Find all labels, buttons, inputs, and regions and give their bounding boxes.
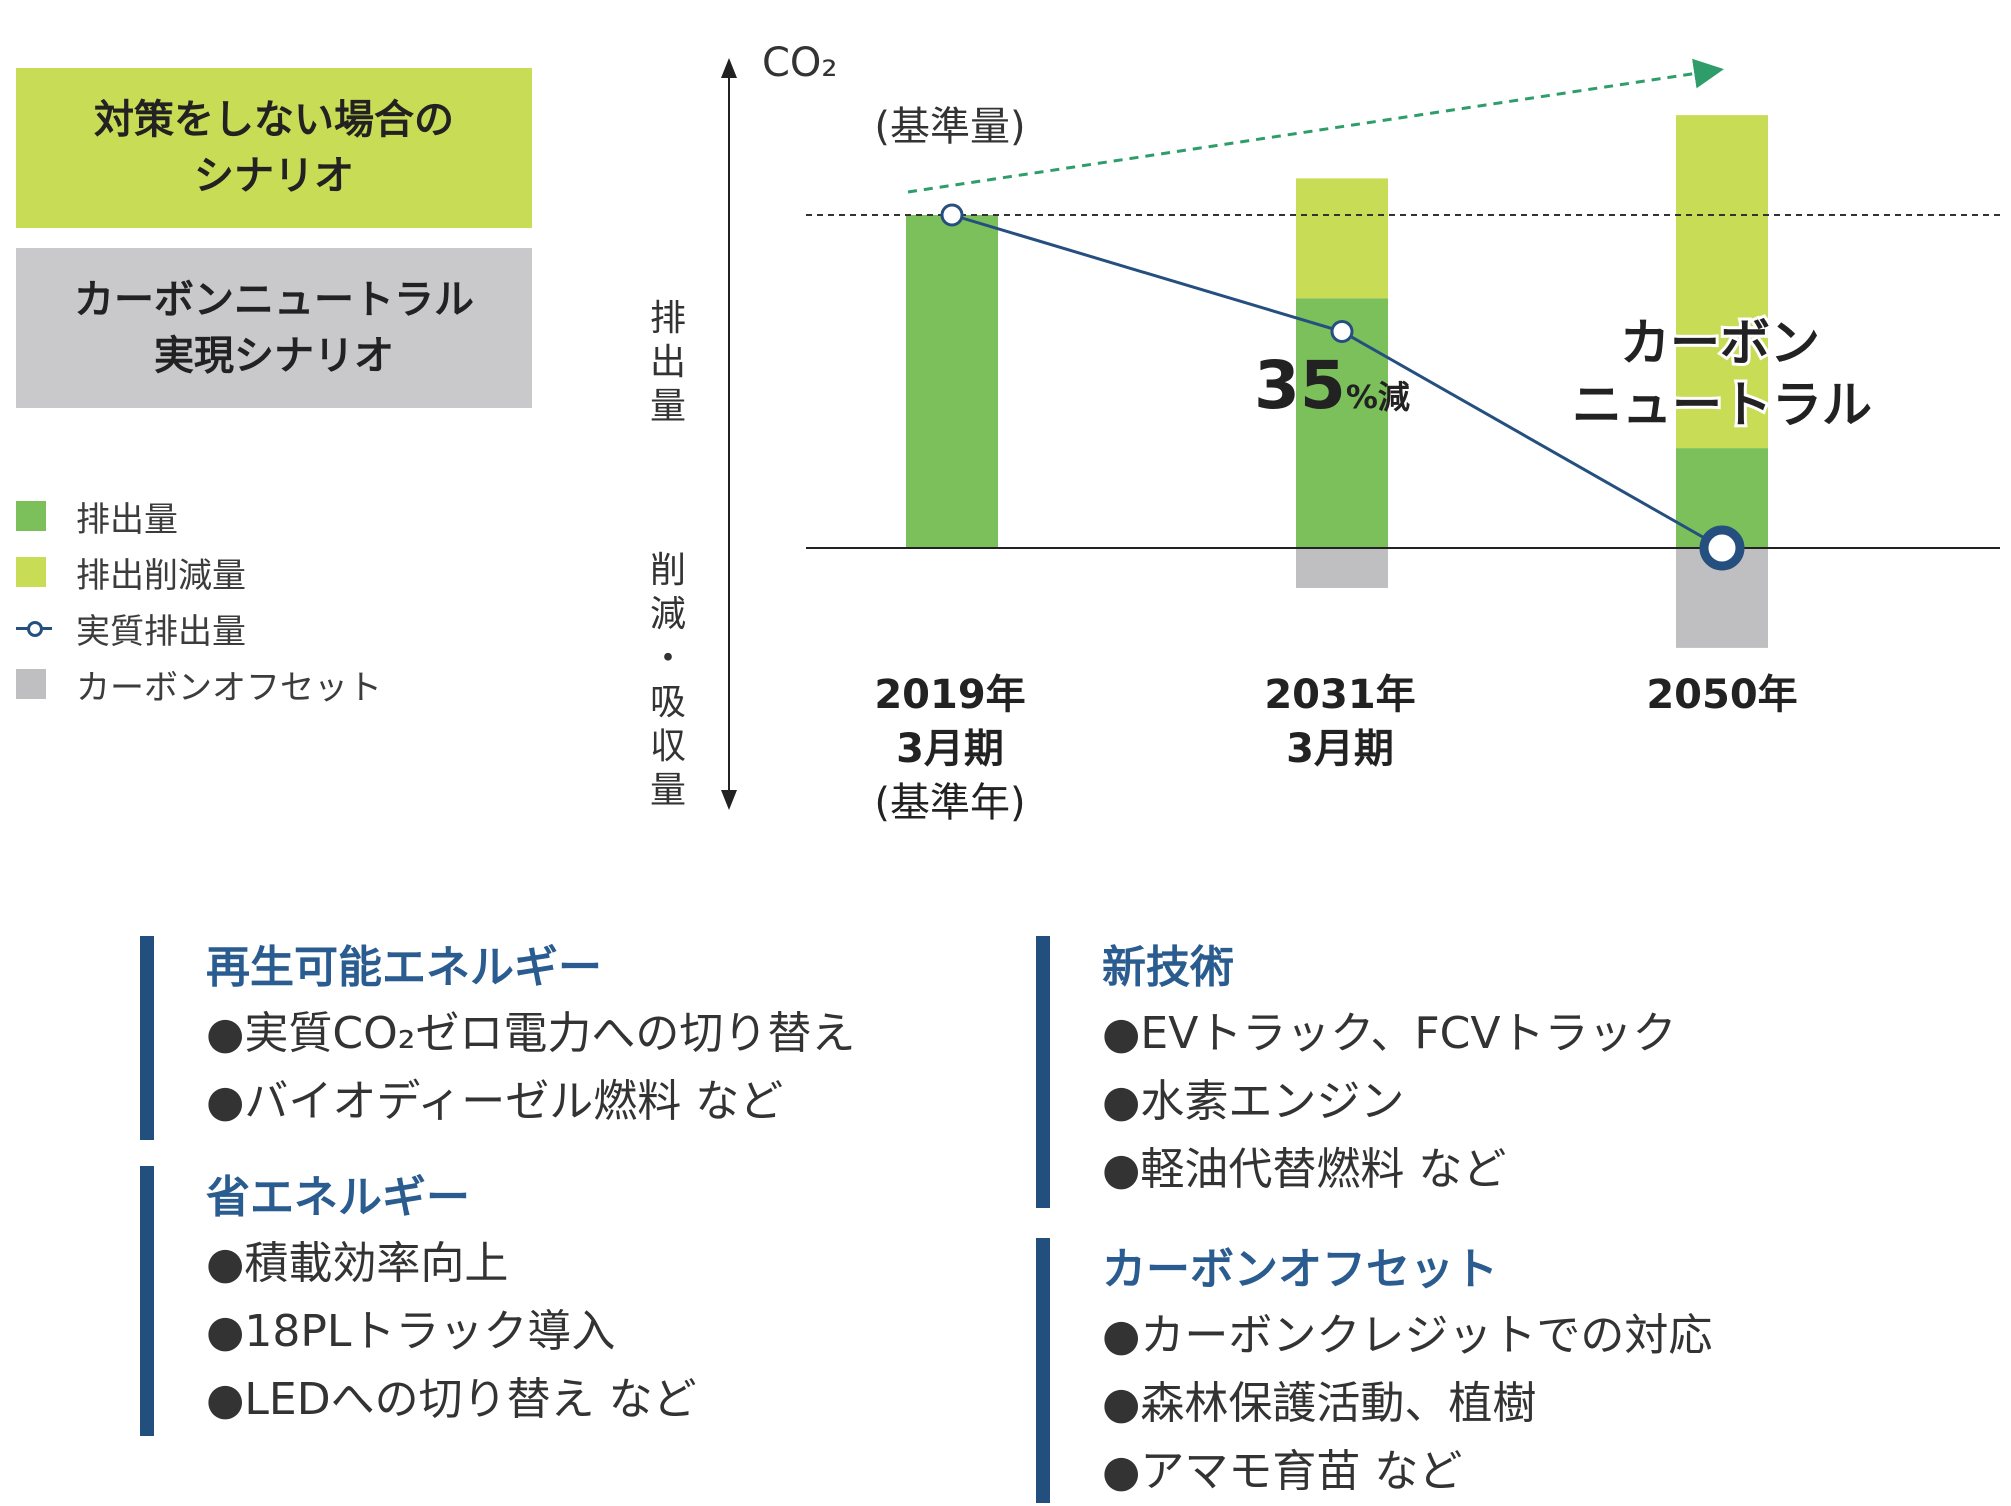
y-axis-lower-label-char: 吸 [650,682,686,723]
panel-item: ●アマモ育苗 など [1102,1446,1463,1497]
chart-legend: 排出量 排出削減量 実質排出量 カーボンオフセット [16,488,382,712]
panel-renewable-energy: 再生可能エネルギー ●実質CO₂ゼロ電力への切り替え ●バイオディーゼル燃料 な… [140,936,855,1140]
reduction-value: 35 [1254,347,1346,424]
legend-label-emissions: 排出量 [76,499,178,540]
scenario-carbon-neutral-line-1: カーボンニュートラル [74,277,474,323]
category-label-0-line-1: 3月期 [896,726,1004,772]
panel-title-renewable-energy: 再生可能エネルギー [206,942,602,993]
panel-title-new-technology: 新技術 [1102,942,1234,993]
y-axis-lower-label-char: 量 [650,770,686,811]
reduction-annotation: 35%減 [1254,347,1410,424]
net-emissions-point-1 [1330,320,1354,344]
panel-title-energy-saving: 省エネルギー [206,1172,470,1223]
legend-label-offset: カーボンオフセット [76,667,382,708]
panel-energy-saving: 省エネルギー ●積載効率向上 ●18PLトラック導入 ●LEDへの切り替え など [140,1166,697,1436]
scenario-carbon-neutral-box: カーボンニュートラル 実現シナリオ [16,248,532,408]
legend-item-offset: カーボンオフセット [16,656,382,712]
category-label-2-line-0: 2050年 [1646,672,1797,718]
legend-swatch-offset [16,669,46,699]
panel-item: ●実質CO₂ゼロ電力への切り替え [206,1008,856,1059]
y-axis-lower-label-char: 収 [650,726,686,767]
bar-emissions-0 [906,215,998,548]
legend-label-net-emissions: 実質排出量 [76,611,246,652]
legend-line-marker-icon [16,616,52,640]
bar-reduction-2 [1676,115,1768,449]
scenario-no-action-box: 対策をしない場合の シナリオ [16,68,532,228]
y-axis-up-arrow-icon [721,58,737,78]
legend-swatch-reduction [16,557,46,587]
legend-item-reduction: 排出削減量 [16,544,382,600]
panel-item: ●バイオディーゼル燃料 など [206,1076,784,1127]
bar-offset-1 [1296,548,1388,588]
y-axis-lower-label-char: 削 [650,550,686,591]
y-axis-upper-label-char: 出 [650,342,686,383]
scenario-carbon-neutral-line-2: 実現シナリオ [154,333,394,379]
y-axis-down-arrow-icon [721,790,737,810]
scenario-no-action-line-2: シナリオ [194,153,354,199]
scenario-no-action-line-1: 対策をしない場合の [94,97,454,143]
y-axis-lower-label: 削減・吸収量 [650,550,686,811]
neutral-annotation-line-0: カーボン [1620,314,1820,372]
y-axis-upper-label-char: 排 [650,298,686,339]
panel-item: ●軽油代替燃料 など [1102,1144,1507,1195]
net-emissions-point-0 [940,203,964,227]
trend-arrow-line [907,58,1724,194]
panel-item: ●18PLトラック導入 [206,1306,616,1357]
baseline-label: (基準量) [874,104,1025,150]
category-label-0-line-2: (基準年) [874,780,1025,826]
panel-new-technology: 新技術 ●EVトラック、FCVトラック ●水素エンジン ●軽油代替燃料 など [1036,936,1676,1208]
panel-carbon-offset: カーボンオフセット ●カーボンクレジットでの対応 ●森林保護活動、植樹 ●アマモ… [1036,1238,1712,1503]
y-axis-lower-label-char: ・ [650,638,686,679]
bar-reduction-1 [1296,178,1388,299]
legend-swatch-emissions [16,501,46,531]
legend-item-emissions: 排出量 [16,488,382,544]
panel-item: ●カーボンクレジットでの対応 [1102,1310,1713,1361]
neutral-annotation-line-1: ニュートラル [1572,376,1872,434]
panel-title-carbon-offset: カーボンオフセット [1102,1244,1498,1295]
panel-item: ●積載効率向上 [206,1238,509,1289]
reduction-unit: %減 [1346,378,1410,416]
category-label-0-line-0: 2019年 [874,672,1025,718]
panel-item: ●LEDへの切り替え など [206,1374,697,1425]
category-label-1-line-0: 2031年 [1264,672,1415,718]
legend-label-reduction: 排出削減量 [76,555,246,596]
co2-chart: CO₂排出量削減・吸収量(基準量)35%減カーボンニュートラル2019年3月期(… [650,40,2000,826]
net-emissions-point-2 [1699,525,1745,571]
panel-item: ●森林保護活動、植樹 [1102,1378,1537,1429]
panel-item: ●EVトラック、FCVトラック [1102,1008,1677,1059]
category-label-1-line-1: 3月期 [1286,726,1394,772]
y-axis-upper-label: 排出量 [650,298,686,427]
panel-item: ●水素エンジン [1102,1076,1405,1127]
legend-item-net-emissions: 実質排出量 [16,600,382,656]
y-axis-lower-label-char: 減 [650,594,686,635]
y-axis-upper-label-char: 量 [650,386,686,427]
y-axis-title: CO₂ [762,40,837,86]
